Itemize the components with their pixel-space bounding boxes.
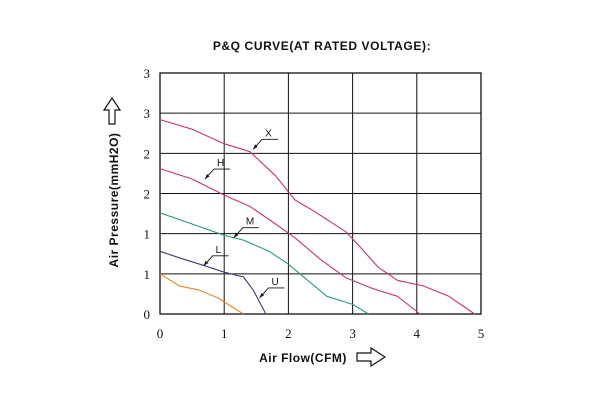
x-tick-label: 4 [414,326,421,341]
x-tick-label: 3 [349,326,356,341]
label-leader-x [252,138,279,150]
plot-border [159,72,482,315]
curve-h [159,168,421,315]
y-tick-label: 3 [144,66,151,81]
label-arrowhead-m [233,232,239,238]
tick-labels: 0 1 2 3 4 5 0 1 1 2 2 3 3 [144,66,485,341]
label-arrowhead-u [259,292,265,298]
curve-m [159,212,369,315]
y-axis-title: Air Pressure(mmH2O) [107,133,121,268]
chart-title: P&Q CURVE(AT RATED VOLTAGE): [213,39,431,53]
curve-x [159,119,475,315]
grid-lines [160,73,481,314]
curve-u [159,273,244,315]
label-leader-u [259,287,285,299]
arrow-up-icon [102,96,122,125]
curve-label-m: M [246,217,254,228]
label-arrowhead-x [253,144,258,150]
x-tick-label: 0 [157,326,164,341]
label-leader-h [204,168,230,180]
y-tick-label: 2 [144,146,151,161]
label-arrowhead-h [204,174,210,180]
curve-labels: X H M L U [203,128,285,299]
x-tick-label: 2 [285,326,292,341]
arrow-right-icon [356,346,387,368]
label-arrowhead-l [203,260,209,266]
x-tick-label: 1 [221,326,228,341]
y-tick-label: 3 [144,106,151,121]
y-tick-label: 2 [144,187,151,202]
y-tick-label: 0 [144,307,151,322]
x-axis-title: Air Flow(CFM) [259,351,347,365]
curve-label-l: L [216,245,222,256]
x-tick-label: 5 [478,326,485,341]
plot-frame [159,72,482,315]
label-leader-m [233,227,259,238]
y-tick-label: 1 [144,267,151,282]
y-tick-label: 1 [144,227,151,242]
curves [159,119,475,315]
label-leader-l [203,255,229,267]
curve-l [159,250,267,315]
curve-label-u: U [272,277,279,288]
curve-label-h: H [217,158,224,169]
curve-label-x: X [265,128,272,139]
